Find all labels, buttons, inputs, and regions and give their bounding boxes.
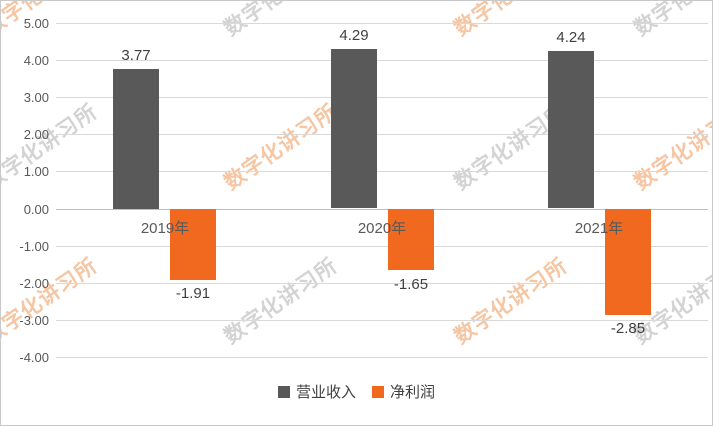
y-axis-tick-label: -1.00 bbox=[19, 239, 49, 254]
y-axis-tick-label: 3.00 bbox=[23, 90, 49, 105]
legend-item-net-profit: 净利润 bbox=[372, 381, 435, 402]
gridline bbox=[56, 97, 708, 98]
gridline bbox=[56, 60, 708, 61]
data-label: 4.29 bbox=[339, 27, 369, 44]
legend-label-revenue: 营业收入 bbox=[295, 384, 356, 401]
gridline bbox=[56, 171, 708, 172]
y-axis-tick-label: 5.00 bbox=[23, 16, 49, 31]
category-label: 2019年 bbox=[140, 220, 190, 237]
data-label: -2.85 bbox=[610, 320, 646, 337]
legend-swatch-revenue bbox=[277, 385, 290, 398]
y-axis-tick-label: -4.00 bbox=[19, 350, 49, 365]
gridline bbox=[56, 357, 708, 358]
net-profit-bar bbox=[170, 209, 216, 280]
legend-item-revenue: 营业收入 bbox=[277, 381, 356, 402]
y-axis-tick-label: 1.00 bbox=[23, 164, 49, 179]
net-profit-bar bbox=[605, 209, 651, 315]
gridline bbox=[56, 246, 708, 247]
data-label: 4.24 bbox=[556, 29, 586, 46]
legend: 营业收入 净利润 bbox=[1, 381, 712, 402]
y-axis-tick-label: -3.00 bbox=[19, 313, 49, 328]
y-axis-tick-label: -2.00 bbox=[19, 276, 49, 291]
legend-label-net-profit: 净利润 bbox=[390, 384, 436, 401]
category-label: 2020年 bbox=[357, 220, 407, 237]
y-axis-tick-label: 2.00 bbox=[23, 127, 49, 142]
data-label: -1.65 bbox=[393, 276, 429, 293]
legend-swatch-net-profit bbox=[372, 385, 384, 398]
y-axis-tick-label: 4.00 bbox=[23, 53, 49, 68]
gridline bbox=[56, 134, 708, 135]
gridline bbox=[56, 23, 708, 24]
revenue-bar bbox=[548, 51, 594, 208]
data-label: 3.77 bbox=[121, 47, 151, 64]
gridline bbox=[56, 283, 708, 284]
net-profit-bar bbox=[388, 209, 434, 270]
category-label: 2021年 bbox=[574, 220, 624, 237]
revenue-bar bbox=[113, 69, 159, 209]
y-axis-tick-label: 0.00 bbox=[23, 202, 49, 217]
revenue-bar bbox=[331, 49, 377, 208]
gridline bbox=[56, 320, 708, 321]
gridline bbox=[56, 209, 708, 210]
data-label: -1.91 bbox=[175, 285, 211, 302]
